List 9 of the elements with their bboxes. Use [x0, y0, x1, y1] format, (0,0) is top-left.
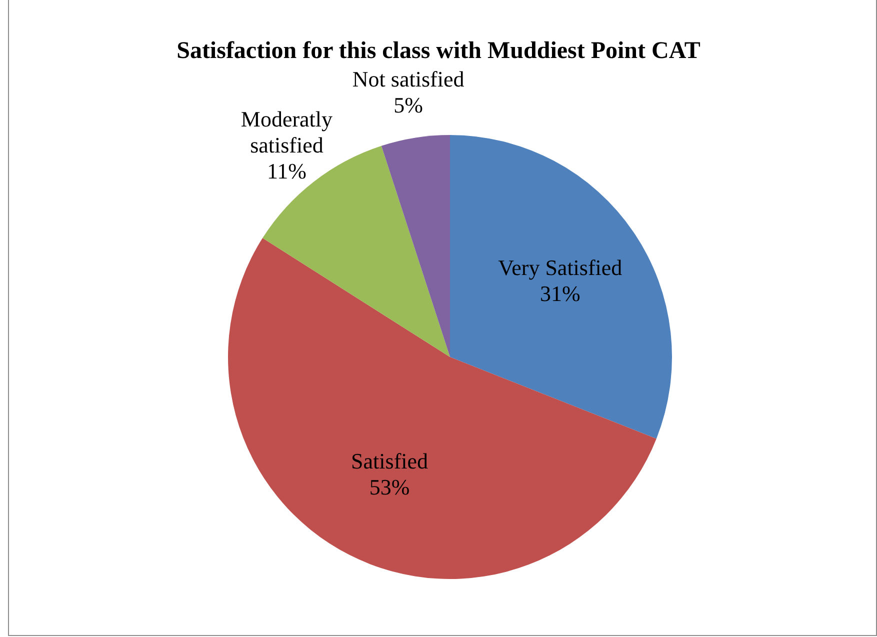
slice-label: Satisfied — [351, 448, 428, 474]
slice-label: Not satisfied — [352, 66, 464, 92]
slice-label: Moderatly satisfied — [240, 106, 333, 158]
data-label: 11% — [266, 158, 306, 184]
data-label: 53% — [369, 474, 410, 500]
data-label: 31% — [540, 280, 580, 306]
chart-title: Satisfaction for this class with Muddiest Point CAT — [176, 38, 702, 65]
slice-label: Very Satisfied — [498, 254, 622, 280]
data-label: 5% — [394, 92, 423, 118]
